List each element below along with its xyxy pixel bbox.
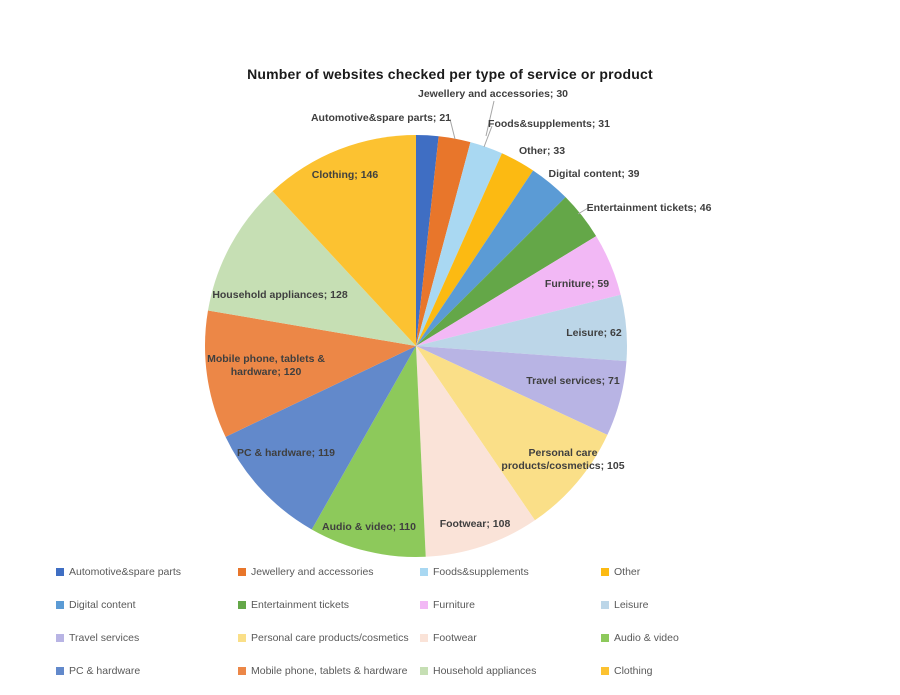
slice-label-personal-care-products-cosmetics: Personal care <box>529 447 598 459</box>
legend-item-footwear: Footwear <box>420 632 601 644</box>
slice-label-other: Other; 33 <box>519 145 565 157</box>
pie-slice-digital-content <box>416 170 566 346</box>
legend-label: Foods&supplements <box>433 565 529 578</box>
legend-swatch-icon <box>56 633 64 642</box>
legend-item-audio-video: Audio & video <box>601 632 791 644</box>
legend-label: Digital content <box>69 598 136 611</box>
legend-item-pc-hardware: PC & hardware <box>56 665 238 677</box>
legend-swatch-icon <box>601 567 609 576</box>
slice-label-household-appliances: Household appliances; 128 <box>212 289 348 301</box>
legend-item-clothing: Clothing <box>601 665 791 677</box>
slice-label-entertainment-tickets: Entertainment tickets; 46 <box>587 202 712 214</box>
legend-label: Automotive&spare parts <box>69 565 182 578</box>
slice-label-audio-video: Audio & video; 110 <box>322 521 416 533</box>
slice-label-travel-services: Travel services; 71 <box>526 375 620 387</box>
legend-item-other: Other <box>601 566 791 578</box>
legend-item-automotive-spare-parts: Automotive&spare parts <box>56 566 238 578</box>
pie-slice-clothing <box>272 135 416 346</box>
slice-label-clothing: Clothing; 146 <box>312 169 379 181</box>
legend-label: Leisure <box>614 598 649 611</box>
legend-swatch-icon <box>420 633 428 642</box>
legend-swatch-icon <box>238 666 246 675</box>
pie-slice-jewellery-and-accessories <box>416 136 471 346</box>
legend-item-jewellery-and-accessories: Jewellery and accessories <box>238 566 420 578</box>
legend-item-foods-supplements: Foods&supplements <box>420 566 601 578</box>
legend-swatch-icon <box>56 567 64 576</box>
pie-slice-household-appliances <box>208 191 416 346</box>
leader-line-foods-supplements <box>483 125 493 148</box>
legend-label: Travel services <box>69 631 140 644</box>
legend-label: Jewellery and accessories <box>251 565 374 578</box>
slice-label-personal-care-products-cosmetics: products/cosmetics; 105 <box>501 460 624 472</box>
legend-swatch-icon <box>238 600 246 609</box>
slice-label-leisure: Leisure; 62 <box>566 327 622 339</box>
pie-slice-leisure <box>416 294 628 362</box>
slice-label-digital-content: Digital content; 39 <box>548 168 639 180</box>
legend-label: Other <box>614 565 641 578</box>
pie-slice-automotive-spare-parts <box>416 135 439 346</box>
slice-label-mobile-phone-tablets-hardware: hardware; 120 <box>231 366 302 378</box>
legend-item-entertainment-tickets: Entertainment tickets <box>238 599 420 611</box>
legend-item-leisure: Leisure <box>601 599 791 611</box>
legend-label: Footwear <box>433 631 477 644</box>
legend-swatch-icon <box>601 633 609 642</box>
pie-slice-personal-care-products-cosmetics <box>416 346 608 521</box>
leader-line-entertainment-tickets <box>577 207 589 215</box>
legend-swatch-icon <box>420 666 428 675</box>
slice-label-furniture: Furniture; 59 <box>545 278 609 290</box>
legend-swatch-icon <box>420 567 428 576</box>
chart-legend: Automotive&spare parts Jewellery and acce… <box>56 555 791 687</box>
legend-item-digital-content: Digital content <box>56 599 238 611</box>
legend-item-mobile-phone-tablets-hardware: Mobile phone, tablets & hardware <box>238 665 420 677</box>
pie-slice-furniture <box>416 236 621 346</box>
legend-item-travel-services: Travel services <box>56 632 238 644</box>
leader-line-jewellery-and-accessories <box>485 100 495 137</box>
legend-swatch-icon <box>238 567 246 576</box>
pie-slice-mobile-phone-tablets-hardware <box>204 310 416 437</box>
legend-swatch-icon <box>420 600 428 609</box>
pie-slice-foods-supplements <box>416 142 502 346</box>
pie-slice-travel-services <box>416 346 627 435</box>
pie-slice-pc-hardware <box>225 346 416 530</box>
slice-label-footwear: Footwear; 108 <box>440 518 511 530</box>
slice-label-foods-supplements: Foods&supplements; 31 <box>488 118 610 130</box>
legend-swatch-icon <box>56 666 64 675</box>
legend-item-personal-care-products-cosmetics: Personal care products/cosmetics <box>238 632 420 644</box>
pie-slice-audio-video <box>311 346 426 558</box>
legend-swatch-icon <box>601 600 609 609</box>
slice-label-automotive-spare-parts: Automotive&spare parts; 21 <box>311 112 451 124</box>
legend-label: PC & hardware <box>69 664 141 677</box>
slice-label-jewellery-and-accessories: Jewellery and accessories; 30 <box>418 88 568 100</box>
legend-item-household-appliances: Household appliances <box>420 665 601 677</box>
legend-label: Audio & video <box>614 631 679 644</box>
legend-item-furniture: Furniture <box>420 599 601 611</box>
pie-slice-footwear <box>416 346 535 557</box>
legend-swatch-icon <box>601 666 609 675</box>
legend-label: Personal care products/cosmetics <box>251 631 409 644</box>
slice-label-mobile-phone-tablets-hardware: Mobile phone, tablets & <box>207 353 325 365</box>
legend-label: Household appliances <box>433 664 537 677</box>
pie-slice-entertainment-tickets <box>416 197 597 346</box>
legend-label: Furniture <box>433 598 476 611</box>
legend-swatch-icon <box>238 633 246 642</box>
pie-slice-other <box>416 153 534 346</box>
chart-title: Number of websites checked per type of s… <box>247 66 653 82</box>
leader-line-automotive-spare-parts <box>449 118 456 140</box>
legend-label: Clothing <box>614 664 653 677</box>
slice-label-pc-hardware: PC & hardware; 119 <box>237 447 335 459</box>
legend-label: Mobile phone, tablets & hardware <box>251 664 408 677</box>
legend-label: Entertainment tickets <box>251 598 350 611</box>
legend-swatch-icon <box>56 600 64 609</box>
